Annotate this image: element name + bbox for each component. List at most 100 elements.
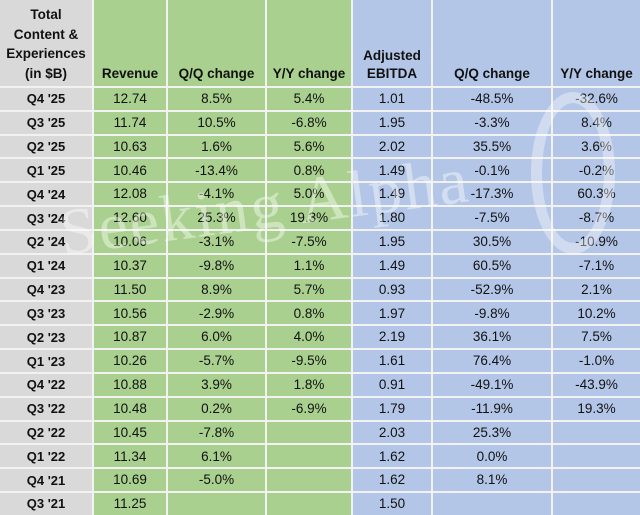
data-cell: -7.1% (553, 254, 640, 277)
data-cell: 8.1% (433, 469, 551, 492)
header-line: Total (30, 7, 62, 22)
data-cell: 12.08 (94, 183, 166, 206)
data-cell: 10.37 (94, 254, 166, 277)
data-cell: 0.2% (168, 397, 265, 420)
header-line: (in $B) (25, 65, 67, 81)
data-cell: 10.88 (94, 373, 166, 396)
data-cell: -32.6% (553, 88, 640, 110)
data-cell: -11.9% (433, 397, 551, 420)
header-line: Adjusted (363, 48, 421, 63)
data-cell: -5.7% (168, 350, 265, 372)
data-cell: 76.4% (433, 350, 551, 372)
data-cell: 10.48 (94, 397, 166, 420)
data-cell: -0.2% (553, 159, 640, 182)
column-header-qq-change-ebitda: Q/Q change (433, 0, 551, 86)
data-cell: 0.8% (267, 302, 351, 325)
data-cell: 10.69 (94, 469, 166, 492)
data-cell: -48.5% (433, 88, 551, 110)
data-cell: 1.01 (353, 88, 431, 110)
data-cell: 60.5% (433, 254, 551, 277)
data-cell (168, 493, 265, 515)
data-cell: -10.9% (553, 230, 640, 253)
data-cell: -9.8% (433, 302, 551, 325)
column-header-qq-change-revenue: Q/Q change (168, 0, 265, 86)
data-cell (267, 493, 351, 515)
data-cell: -2.9% (168, 302, 265, 325)
data-cell: 2.1% (553, 278, 640, 301)
data-cell: 1.62 (353, 445, 431, 468)
data-cell: -52.9% (433, 278, 551, 301)
row-label: Q2 '22 (0, 421, 92, 444)
data-cell: -3.1% (168, 230, 265, 253)
data-cell: 30.5% (433, 230, 551, 253)
data-cell: 10.5% (168, 111, 265, 134)
header-line: Y/Y change (272, 65, 346, 81)
data-cell: 1.97 (353, 302, 431, 325)
row-label: Q1 '23 (0, 350, 92, 372)
data-cell: 0.93 (353, 278, 431, 301)
header-line: Q/Q change (178, 65, 255, 81)
data-cell: 8.5% (168, 88, 265, 110)
data-cell: 1.80 (353, 207, 431, 229)
data-cell: 5.4% (267, 88, 351, 110)
data-cell: -9.5% (267, 350, 351, 372)
data-cell: 10.26 (94, 350, 166, 372)
row-label: Q4 '23 (0, 278, 92, 301)
data-cell (553, 421, 640, 444)
column-header-adjusted-ebitda: Adjusted EBITDA (353, 0, 431, 86)
data-cell: 11.74 (94, 111, 166, 134)
row-label: Q4 '21 (0, 469, 92, 492)
data-cell: 2.19 (353, 326, 431, 349)
data-cell: 11.50 (94, 278, 166, 301)
data-cell: 1.62 (353, 469, 431, 492)
data-cell (267, 469, 351, 492)
data-cell: -0.1% (433, 159, 551, 182)
data-cell: -43.9% (553, 373, 640, 396)
data-cell: 11.34 (94, 445, 166, 468)
data-cell: -49.1% (433, 373, 551, 396)
data-cell: 8.4% (553, 111, 640, 134)
header-line: Q/Q change (454, 65, 530, 81)
data-cell: 1.95 (353, 230, 431, 253)
column-header-revenue: Revenue (94, 0, 166, 86)
row-label: Q4 '25 (0, 88, 92, 110)
row-label: Q3 '22 (0, 397, 92, 420)
data-cell: 10.06 (94, 230, 166, 253)
column-header-yy-change-revenue: Y/Y change (267, 0, 351, 86)
data-cell: 25.3% (433, 421, 551, 444)
data-cell: 60.3% (553, 183, 640, 206)
row-label: Q2 '25 (0, 135, 92, 158)
data-cell: 1.1% (267, 254, 351, 277)
row-label: Q3 '24 (0, 207, 92, 229)
data-cell: 5.7% (267, 278, 351, 301)
data-cell: -4.1% (168, 183, 265, 206)
data-cell: 6.0% (168, 326, 265, 349)
column-header-yy-change-ebitda: Y/Y change (553, 0, 640, 86)
row-label: Q1 '24 (0, 254, 92, 277)
row-label: Q4 '24 (0, 183, 92, 206)
data-cell: 1.50 (353, 493, 431, 515)
data-cell: 25.3% (168, 207, 265, 229)
data-cell: -6.8% (267, 111, 351, 134)
data-cell (267, 421, 351, 444)
data-cell (433, 493, 551, 515)
data-cell: 0.91 (353, 373, 431, 396)
data-cell: -1.0% (553, 350, 640, 372)
data-cell: -8.7% (553, 207, 640, 229)
row-label: Q3 '21 (0, 493, 92, 515)
data-cell: 2.02 (353, 135, 431, 158)
data-cell: 10.56 (94, 302, 166, 325)
data-cell: -17.3% (433, 183, 551, 206)
data-cell: 10.2% (553, 302, 640, 325)
data-cell: 19.3% (553, 397, 640, 420)
data-cell: -7.8% (168, 421, 265, 444)
row-label: Q3 '25 (0, 111, 92, 134)
data-cell: 6.1% (168, 445, 265, 468)
data-cell: 1.6% (168, 135, 265, 158)
data-cell: 19.3% (267, 207, 351, 229)
row-label: Q1 '22 (0, 445, 92, 468)
row-label: Q2 '23 (0, 326, 92, 349)
data-cell (553, 445, 640, 468)
